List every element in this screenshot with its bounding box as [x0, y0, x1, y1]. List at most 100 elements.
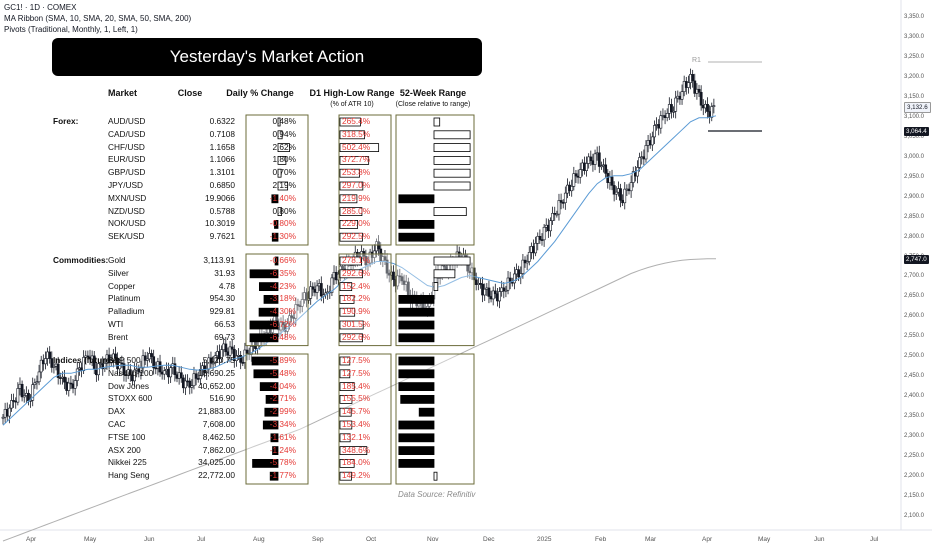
candle-body: [169, 367, 173, 378]
candle-body: [379, 248, 383, 262]
row-range-pct: 265.4%: [342, 116, 371, 126]
row-daily-change: -1.40%: [269, 192, 296, 203]
candle-body: [50, 358, 54, 368]
row-daily-change: -1.24%: [269, 444, 296, 455]
candle-body: [674, 97, 678, 112]
candle-body: [309, 286, 313, 299]
w52-bar: [398, 420, 435, 430]
w52-bar: [398, 307, 435, 317]
x-tick-label: Apr: [702, 536, 713, 543]
candle-body: [139, 367, 143, 373]
row-close: 40,652.00: [198, 380, 235, 391]
w52-bar: [398, 219, 435, 229]
row-range-pct: 229.0%: [342, 218, 371, 229]
candle-body: [190, 385, 194, 388]
candle-body: [103, 363, 107, 370]
candle-body: [699, 91, 703, 106]
y-tick-label: 2,950.0: [904, 173, 925, 180]
candle-body: [145, 358, 149, 361]
row-market-name: Copper: [108, 280, 136, 291]
candle-body: [22, 395, 26, 398]
daily-change-bar: [271, 232, 279, 242]
col-header-52w: 52-Week Range: [399, 88, 467, 98]
candle-body: [483, 288, 487, 296]
group-label: Commodities:: [53, 255, 109, 265]
candle-body: [491, 290, 495, 300]
x-tick-label: Oct: [366, 536, 377, 543]
candle-body: [366, 262, 370, 266]
y-tick-label: 2,500.0: [904, 353, 925, 360]
candle-body: [513, 273, 516, 284]
range-bar: [339, 269, 363, 279]
row-close: 7,608.00: [202, 419, 235, 429]
w52-bar: [398, 320, 435, 330]
candle-body: [563, 192, 567, 204]
candle-body: [672, 110, 675, 113]
row-daily-change: 0.94%: [272, 128, 296, 139]
candle-body: [570, 186, 574, 192]
row-close: 34,025.00: [198, 457, 235, 468]
daily-change-bar: [262, 420, 279, 430]
y-tick-label: 2,200.0: [904, 473, 925, 480]
candle-body: [192, 373, 196, 387]
range-bar: [339, 143, 380, 153]
symbol-title[interactable]: GC1! · 1D · COMEX: [4, 3, 77, 12]
range-bar: [339, 307, 356, 317]
candle-body: [400, 276, 404, 282]
row-range-pct: 184.0%: [342, 457, 371, 468]
x-tick-label: Sep: [312, 536, 324, 543]
group-label: Indices (futures):: [53, 355, 121, 365]
candle-body: [555, 213, 559, 216]
daily-change-bar: [277, 143, 290, 153]
candle-body: [279, 322, 283, 331]
candle-body: [228, 346, 232, 356]
candle-body: [502, 287, 506, 292]
candle-body: [20, 383, 24, 398]
level-price-tag: 3,064.4: [904, 127, 929, 136]
candle-body: [33, 382, 37, 385]
row-daily-change: -4.04%: [269, 380, 296, 391]
y-tick-label: 3,250.0: [904, 53, 925, 60]
candle-body: [230, 346, 234, 350]
candle-body: [300, 299, 304, 307]
y-tick-label: 3,300.0: [904, 33, 925, 40]
row-range-pct: 145.7%: [342, 406, 371, 417]
row-daily-change: -6.35%: [269, 267, 296, 278]
ma-ribbon-legend[interactable]: MA Ribbon (SMA, 10, SMA, 20, SMA, 50, SM…: [4, 14, 192, 23]
col-header-market: Market: [108, 88, 138, 98]
candle-body: [213, 355, 217, 364]
row-market-name: Nasdaq-100: [108, 367, 154, 378]
row-daily-change: -5.78%: [269, 457, 296, 468]
candle-body: [27, 392, 30, 402]
y-tick-label: 2,300.0: [904, 433, 925, 440]
daily-change-bar: [258, 282, 279, 292]
y-tick-label: 2,650.0: [904, 293, 925, 300]
daily-change-bar: [264, 407, 279, 417]
x-tick-label: Jun: [144, 536, 155, 543]
row-range-pct: 132.1%: [342, 431, 371, 442]
daily-change-bar: [272, 446, 279, 456]
candle-body: [241, 362, 245, 364]
pivots-legend[interactable]: Pivots (Traditional, Monthly, 1, Left, 1…: [4, 25, 138, 34]
candle-body: [67, 382, 71, 391]
pivot-r1-label: R1: [692, 57, 701, 64]
w52-bar: [433, 168, 471, 178]
candle-body: [551, 212, 555, 221]
y-tick-label: 2,800.0: [904, 233, 925, 240]
row-market-name: STOXX 600: [108, 393, 153, 404]
row-close: 1.1658: [209, 141, 235, 152]
candle-body: [619, 188, 622, 201]
candle-body: [322, 294, 325, 297]
y-tick-label: 2,600.0: [904, 313, 925, 320]
candle-body: [659, 115, 663, 129]
range-bar: [339, 130, 365, 140]
row-daily-change: -3.18%: [269, 293, 296, 304]
w52-bar: [433, 143, 471, 153]
w52-bar: [433, 471, 438, 481]
daily-change-bar: [265, 394, 279, 404]
candle-body: [296, 304, 300, 306]
candle-body: [86, 355, 90, 358]
daily-change-bar: [253, 369, 279, 379]
row-close: 0.6322: [209, 116, 235, 126]
